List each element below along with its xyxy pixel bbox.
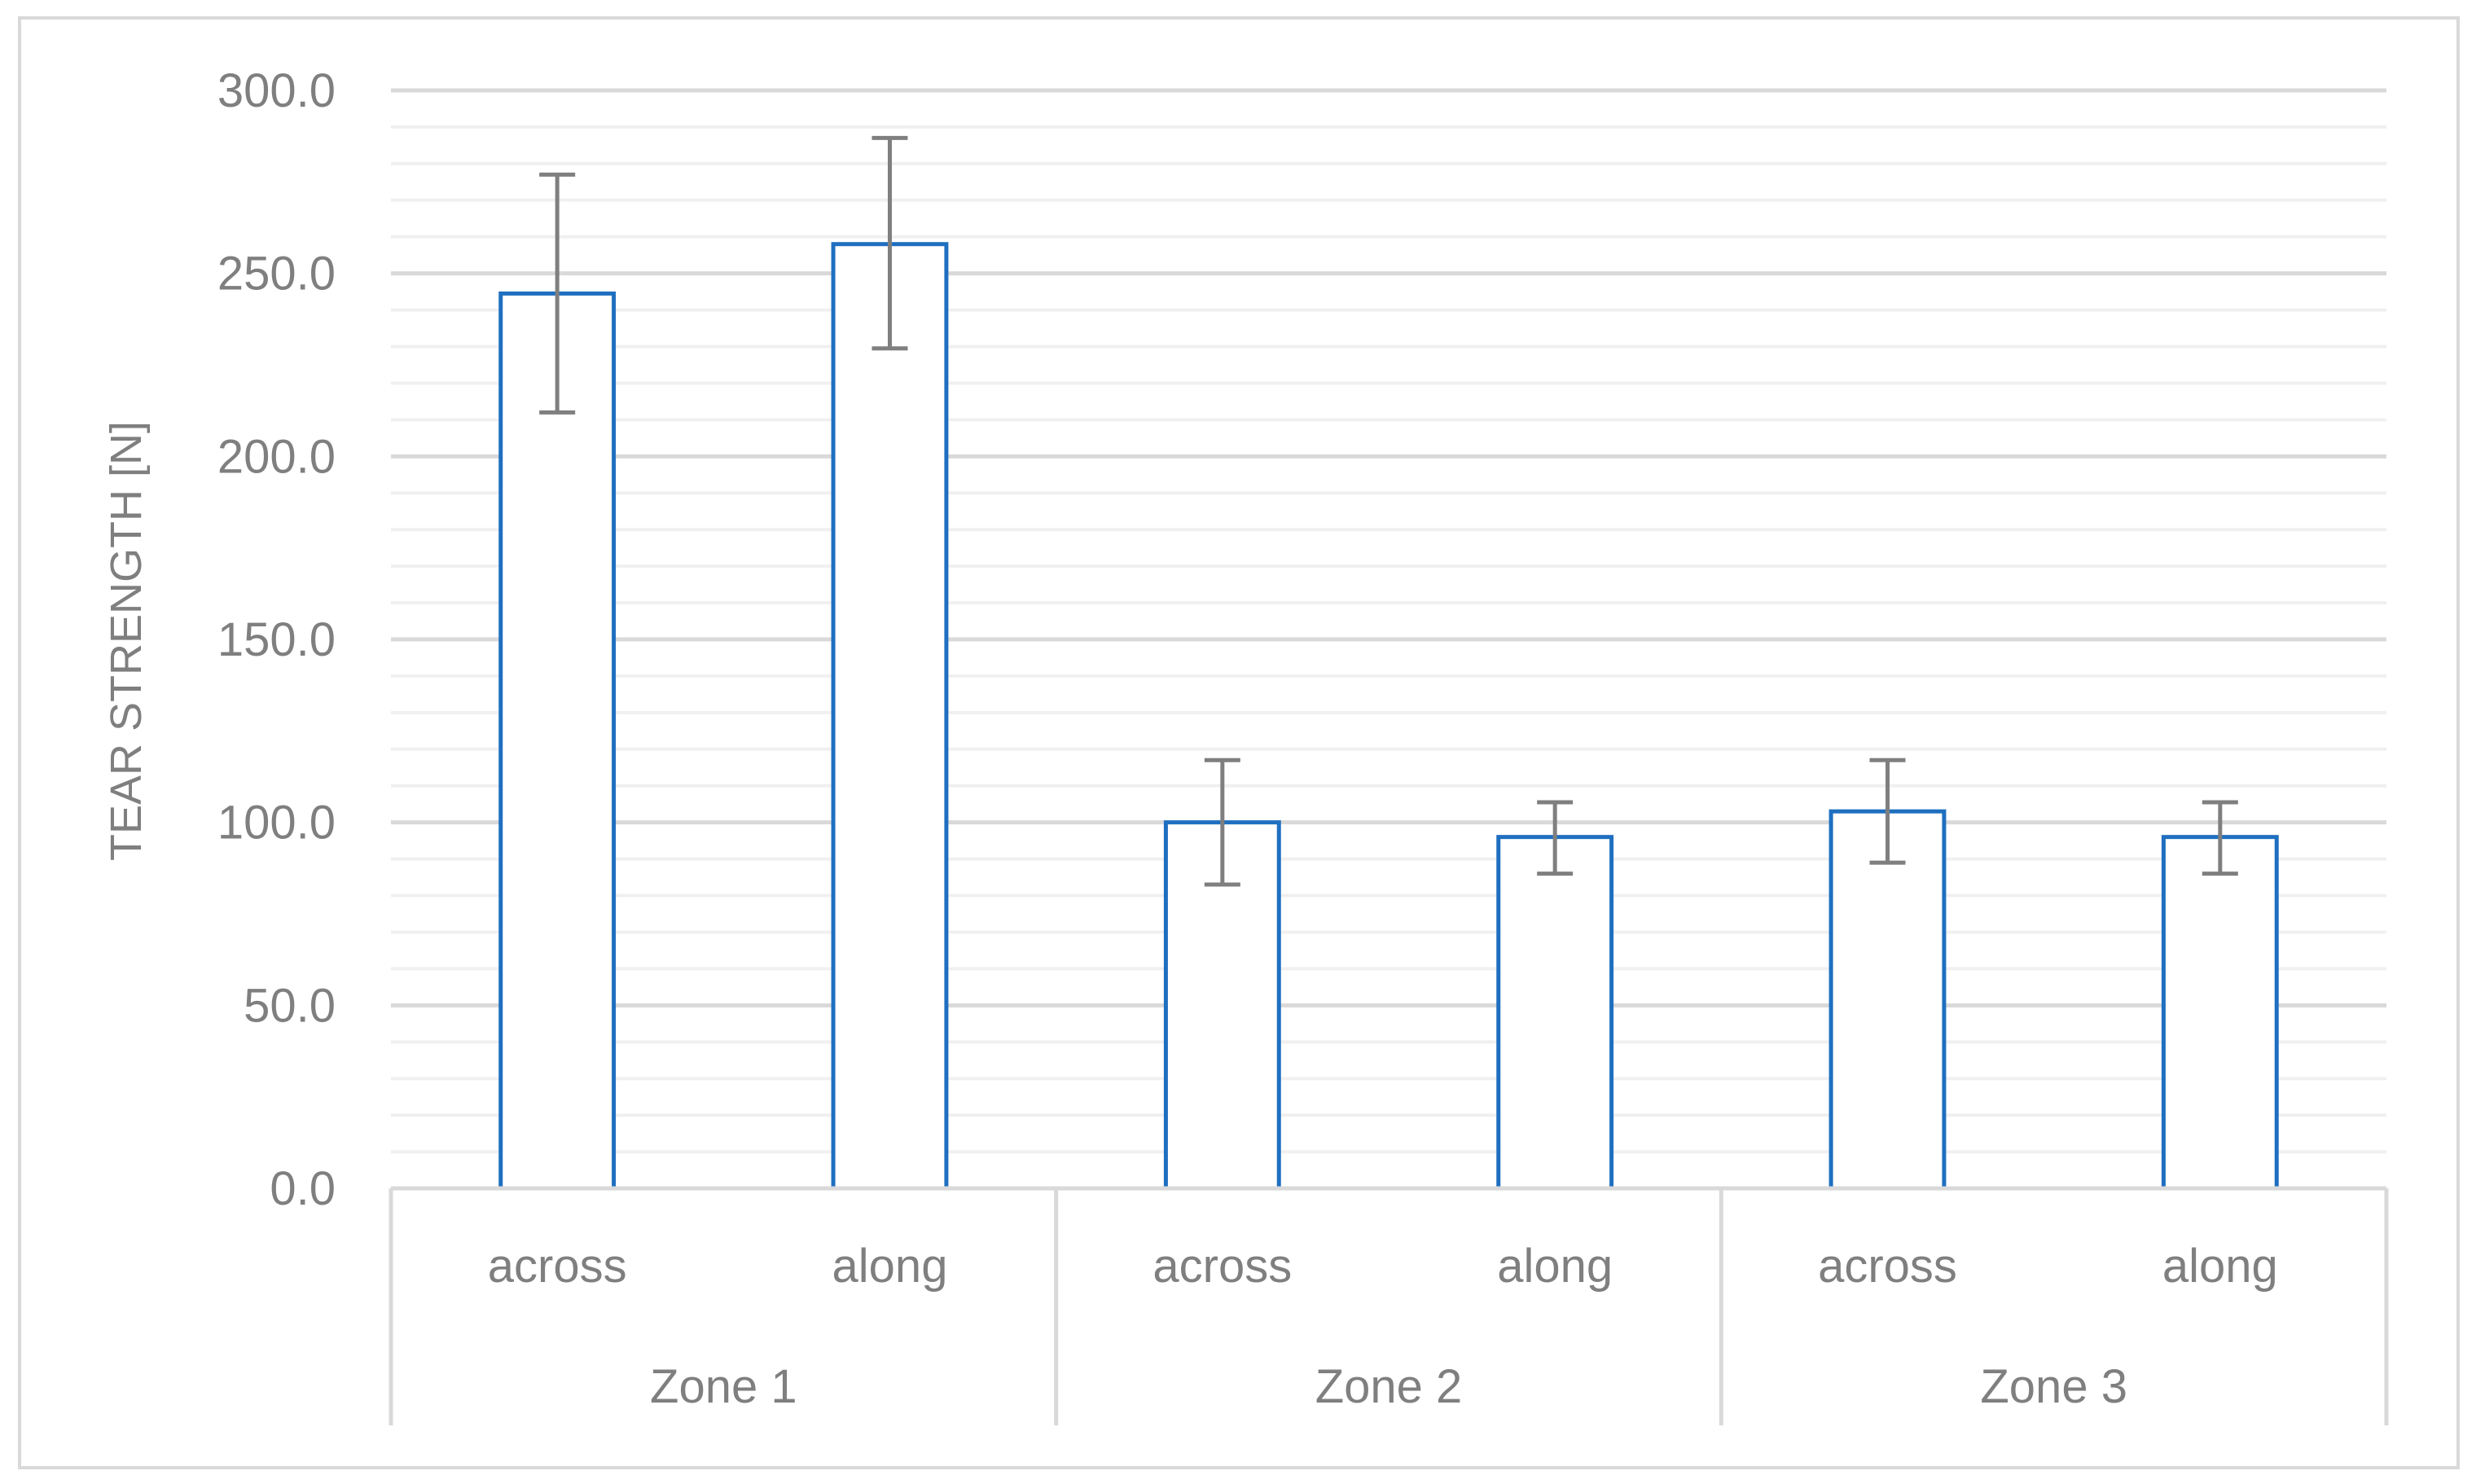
y-tick-label: 100.0 (217, 797, 336, 850)
bar (2161, 835, 2279, 1191)
bar (1828, 809, 1947, 1191)
x-category-label: across (1818, 1240, 1957, 1293)
y-tick-label: 50.0 (244, 979, 336, 1032)
axis-labels: 0.0 50.0 100.0 150.0 200.0 250.0 300.0 across al… (217, 64, 2278, 1413)
bar (498, 291, 617, 1191)
x-group-label: Zone 2 (1315, 1360, 1463, 1413)
x-category-label: along (2162, 1240, 2278, 1293)
x-category-label: across (1152, 1240, 1292, 1293)
y-axis-title: TEAR STRENGTH [N] (102, 421, 151, 861)
error-bars (539, 135, 2238, 887)
x-category-label: across (488, 1240, 627, 1293)
axes (389, 1186, 2389, 1425)
x-group-label: Zone 1 (650, 1360, 797, 1413)
y-tick-label: 0.0 (270, 1162, 336, 1215)
bar (1496, 835, 1614, 1191)
y-tick-label: 300.0 (217, 64, 336, 117)
y-tick-label: 200.0 (217, 430, 336, 483)
x-category-label: along (832, 1240, 948, 1293)
x-category-label: along (1497, 1240, 1613, 1293)
y-tick-label: 150.0 (217, 613, 336, 666)
y-tick-label: 250.0 (217, 248, 336, 301)
bar (831, 242, 949, 1191)
chart-frame (18, 16, 2460, 1469)
x-group-label: Zone 3 (1980, 1360, 2127, 1413)
gridlines (391, 88, 2386, 1154)
